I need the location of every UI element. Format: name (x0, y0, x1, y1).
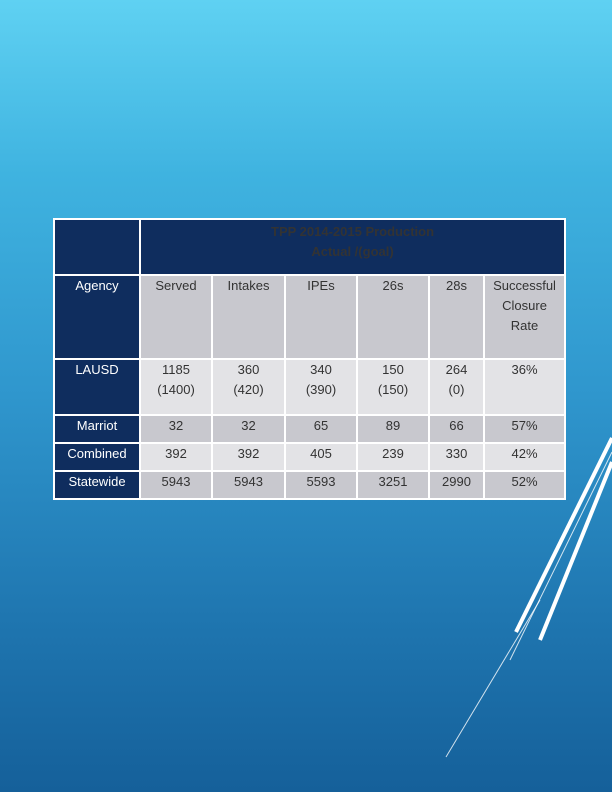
intakes-cell: 32 (211, 414, 286, 444)
intakes-cell: 392 (211, 442, 286, 472)
column-header-served: Served (139, 274, 213, 360)
26s-actual: 150 (382, 362, 404, 377)
ipes-cell: 340 (390) (284, 358, 358, 416)
intakes-goal: (420) (233, 382, 264, 397)
column-header-ipes: IPEs (284, 274, 358, 360)
column-header-row: Agency Served Intakes IPEs 26s 28s Succe… (53, 274, 567, 360)
intakes-actual: 360 (237, 362, 260, 377)
closure-rate-cell: 42% (482, 442, 567, 472)
28s-cell: 330 (428, 442, 485, 472)
column-header-closure-rate: Successful Closure Rate (482, 274, 567, 360)
28s-cell: 264 (0) (428, 358, 485, 416)
column-header-intakes: Intakes (211, 274, 286, 360)
26s-cell: 89 (356, 414, 430, 444)
table-title-line2: Actual /(goal) (311, 244, 394, 259)
ipes-cell: 65 (284, 414, 358, 444)
ipes-cell: 5593 (284, 470, 358, 500)
28s-cell: 2990 (428, 470, 485, 500)
served-cell: 5943 (139, 470, 213, 500)
table-row: Statewide 5943 5943 5593 3251 2990 52% (53, 470, 567, 500)
served-goal: (1400) (157, 382, 195, 397)
production-table: TPP 2014-2015 Production Actual /(goal) … (53, 218, 567, 500)
closure-rate-line1: Successful (493, 278, 556, 293)
26s-cell: 150 (150) (356, 358, 430, 416)
26s-cell: 3251 (356, 470, 430, 500)
ipes-cell: 405 (284, 442, 358, 472)
column-header-agency: Agency (53, 274, 141, 360)
intakes-cell: 5943 (211, 470, 286, 500)
table-title-line1: TPP 2014-2015 Production (271, 224, 435, 239)
28s-cell: 66 (428, 414, 485, 444)
table-row: Combined 392 392 405 239 330 42% (53, 442, 567, 472)
decor-line-thin-2 (445, 599, 541, 758)
ipes-goal: (390) (305, 382, 337, 397)
closure-rate-cell: 36% (482, 358, 567, 416)
table-row: Marriot 32 32 65 89 66 57% (53, 414, 567, 444)
table-header-row: TPP 2014-2015 Production Actual /(goal) (53, 218, 567, 276)
closure-rate-line2: Closure (502, 298, 547, 313)
served-actual: 1185 (162, 362, 190, 377)
table-row: LAUSD 1185 (1400) 360 (420) 340 (390) 15… (53, 358, 567, 416)
closure-rate-line3: Rate (510, 318, 539, 333)
agency-cell: Marriot (53, 414, 141, 444)
served-cell: 392 (139, 442, 213, 472)
intakes-cell: 360 (420) (211, 358, 286, 416)
28s-goal: (0) (448, 382, 465, 397)
26s-cell: 239 (356, 442, 430, 472)
table-title: TPP 2014-2015 Production Actual /(goal) (138, 218, 567, 276)
closure-rate-cell: 57% (482, 414, 567, 444)
agency-cell: LAUSD (53, 358, 141, 416)
column-header-28s: 28s (428, 274, 485, 360)
column-header-26s: 26s (356, 274, 430, 360)
served-cell: 32 (139, 414, 213, 444)
header-corner-cell (53, 218, 141, 276)
ipes-actual: 340 (310, 362, 332, 377)
28s-actual: 264 (445, 362, 468, 377)
served-cell: 1185 (1400) (139, 358, 213, 416)
closure-rate-cell: 52% (482, 470, 567, 500)
agency-cell: Combined (53, 442, 141, 472)
26s-goal: (150) (377, 382, 409, 397)
agency-cell: Statewide (53, 470, 141, 500)
